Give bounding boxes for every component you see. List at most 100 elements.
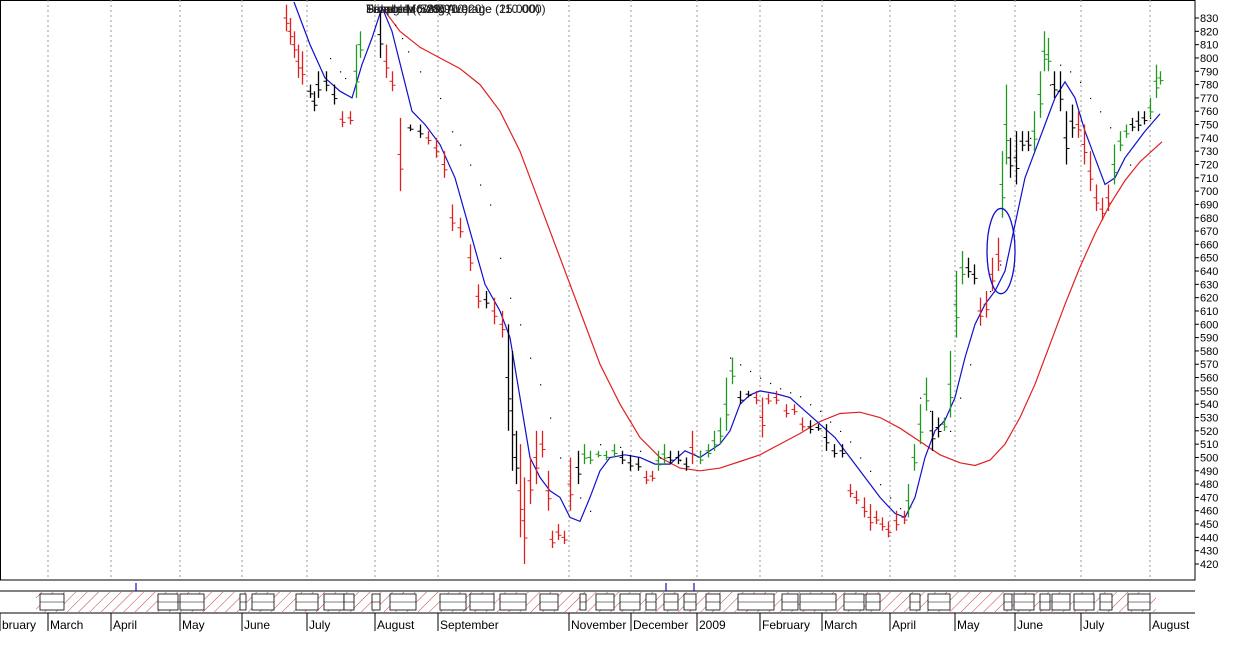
sar-dot	[1110, 127, 1112, 129]
sar-dot	[330, 57, 332, 60]
sar-dot	[480, 184, 482, 186]
y-tick-label: 680	[1200, 213, 1218, 225]
sar-dot	[1050, 84, 1052, 86]
sar-dot	[850, 441, 852, 443]
sar-dot	[730, 357, 732, 359]
sar-dot	[960, 397, 962, 399]
sar-dot	[520, 324, 522, 326]
y-tick-label: 480	[1200, 479, 1218, 491]
y-tick-label: 810	[1200, 40, 1218, 52]
y-tick-label: 540	[1200, 399, 1218, 411]
sar-dot	[340, 71, 342, 73]
sar-dot	[880, 484, 882, 486]
annotation-layer	[986, 207, 1016, 295]
sar-dot	[750, 370, 752, 373]
sar-dot	[550, 417, 552, 419]
sar-dot	[1100, 111, 1102, 113]
y-tick-label: 760	[1200, 106, 1218, 118]
sar-dot	[970, 364, 972, 366]
x-tick-label: March	[50, 618, 83, 632]
sar-dot	[540, 384, 542, 386]
y-tick-label: 730	[1200, 146, 1218, 158]
sar-dot	[760, 377, 762, 379]
y-tick-label: 700	[1200, 186, 1218, 198]
volume-strip	[0, 579, 1195, 614]
x-tick-label: August	[377, 618, 415, 632]
y-tick-label: 590	[1200, 333, 1218, 345]
y-tick-label: 790	[1200, 66, 1218, 78]
overlay-label: Simple Moving Average (25.000)	[366, 2, 540, 16]
sar-dot	[440, 97, 442, 100]
sar-dot	[590, 510, 592, 512]
sar-dot	[980, 324, 982, 326]
y-tick-label: 620	[1200, 293, 1218, 305]
y-axis: 4204304404504604704804905005105205305405…	[1194, 0, 1218, 580]
x-tick-label: July	[309, 618, 330, 632]
sar-dot	[1000, 264, 1002, 266]
sar-dot	[1070, 71, 1072, 73]
y-tick-label: 640	[1200, 266, 1218, 278]
y-tick-label: 490	[1200, 466, 1218, 478]
x-tick-label: December	[633, 618, 688, 632]
y-tick-label: 710	[1200, 173, 1218, 185]
sar-dot	[530, 357, 532, 359]
x-tick-label: 2009	[699, 618, 726, 632]
sar-dot	[920, 397, 922, 399]
sar-dot	[950, 430, 952, 433]
x-tick-label: September	[440, 618, 499, 632]
sar-dot	[1130, 164, 1132, 166]
y-tick-label: 650	[1200, 253, 1218, 265]
sar-dot	[940, 424, 942, 426]
sar-dot	[810, 404, 812, 406]
y-tick-label: 670	[1200, 226, 1218, 238]
x-tick-label: April	[892, 618, 916, 632]
y-tick-label: 630	[1200, 279, 1218, 291]
sar-dot	[680, 460, 682, 462]
sar-dot	[830, 421, 832, 423]
sar-dot	[770, 382, 772, 385]
sar-dot	[560, 457, 562, 459]
sar-layer	[330, 11, 1152, 512]
grid-layer	[0, 0, 1196, 581]
y-tick-label: 820	[1200, 26, 1218, 38]
y-tick-label: 500	[1200, 452, 1218, 464]
x-tick-label: June	[1017, 618, 1043, 632]
sar-dot	[345, 77, 347, 80]
y-tick-label: 510	[1200, 439, 1218, 451]
sar-dot	[500, 257, 502, 259]
y-tick-label: 660	[1200, 239, 1218, 251]
x-tick-label: April	[113, 618, 137, 632]
sar-dot	[800, 396, 802, 398]
y-tick-label: 610	[1200, 306, 1218, 318]
sar-dot	[452, 131, 454, 133]
y-tick-label: 420	[1200, 559, 1218, 571]
sar-dot	[990, 291, 992, 293]
y-tick-label: 770	[1200, 93, 1218, 105]
y-tick-label: 570	[1200, 359, 1218, 371]
sar-dot	[490, 204, 492, 206]
overlay-label: Parabolic SAR (0.020)	[366, 2, 486, 16]
x-tick-label: November	[571, 618, 626, 632]
sar-dot	[780, 388, 782, 390]
sar-dot	[900, 508, 902, 510]
sar-dot	[790, 392, 792, 394]
sar-dot	[1030, 137, 1032, 140]
y-tick-label: 750	[1200, 120, 1218, 132]
y-tick-label: 580	[1200, 346, 1218, 358]
ohlc-bars-layer	[283, 4, 1164, 564]
sar-dot	[840, 430, 842, 433]
sar-dot	[510, 297, 512, 299]
x-tick-label: May	[182, 618, 205, 632]
sar-dot	[470, 164, 472, 166]
y-tick-label: 460	[1200, 506, 1218, 518]
sar-dot	[1150, 117, 1152, 120]
overlay-label: Simple Moving Average (110.000)	[366, 2, 546, 16]
sar-dot	[408, 51, 410, 53]
x-tick-label: bruary	[2, 618, 36, 632]
y-tick-label: 560	[1200, 373, 1218, 385]
y-tick-label: 720	[1200, 159, 1218, 171]
y-tick-label: 740	[1200, 133, 1218, 145]
sar-dot	[640, 450, 642, 453]
